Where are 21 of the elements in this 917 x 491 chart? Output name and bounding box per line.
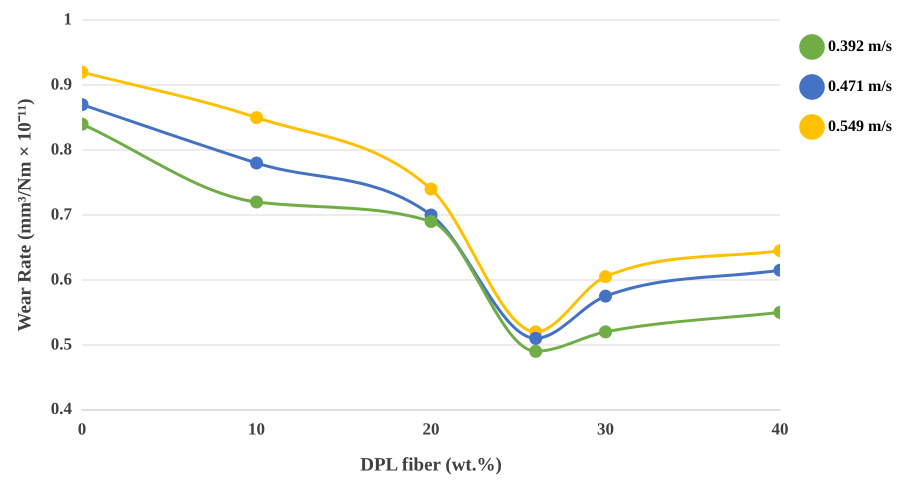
y-axis-title: Wear Rate (mm³/Nm × 10⁻¹¹): [14, 98, 36, 332]
x-axis-title: DPL fiber (wt.%): [360, 454, 502, 476]
point: [529, 344, 542, 358]
y-tick-label: 0.7: [50, 204, 73, 224]
point: [424, 214, 438, 228]
x-tick-label: 10: [248, 419, 266, 438]
y-tick-label: 0.6: [50, 269, 72, 288]
legend-label: 0.392 m/s: [828, 38, 892, 56]
legend-label: 0.471 m/s: [828, 78, 892, 96]
point: [529, 332, 542, 345]
x-tick-label: 40: [772, 419, 788, 438]
y-tick-label: 0.9: [50, 74, 72, 94]
y-tick-label: 0.4: [50, 399, 73, 418]
y-tick-label: 0.5: [50, 334, 72, 354]
legend-label: 0.549 m/s: [828, 118, 892, 136]
x-tick-label: 20: [422, 419, 440, 438]
point: [424, 182, 438, 196]
x-tick-label: 30: [597, 419, 614, 438]
y-tick-label: 1: [64, 10, 72, 29]
x-tick-label: 0: [78, 419, 86, 438]
y-tick-label: 0.8: [50, 139, 72, 158]
